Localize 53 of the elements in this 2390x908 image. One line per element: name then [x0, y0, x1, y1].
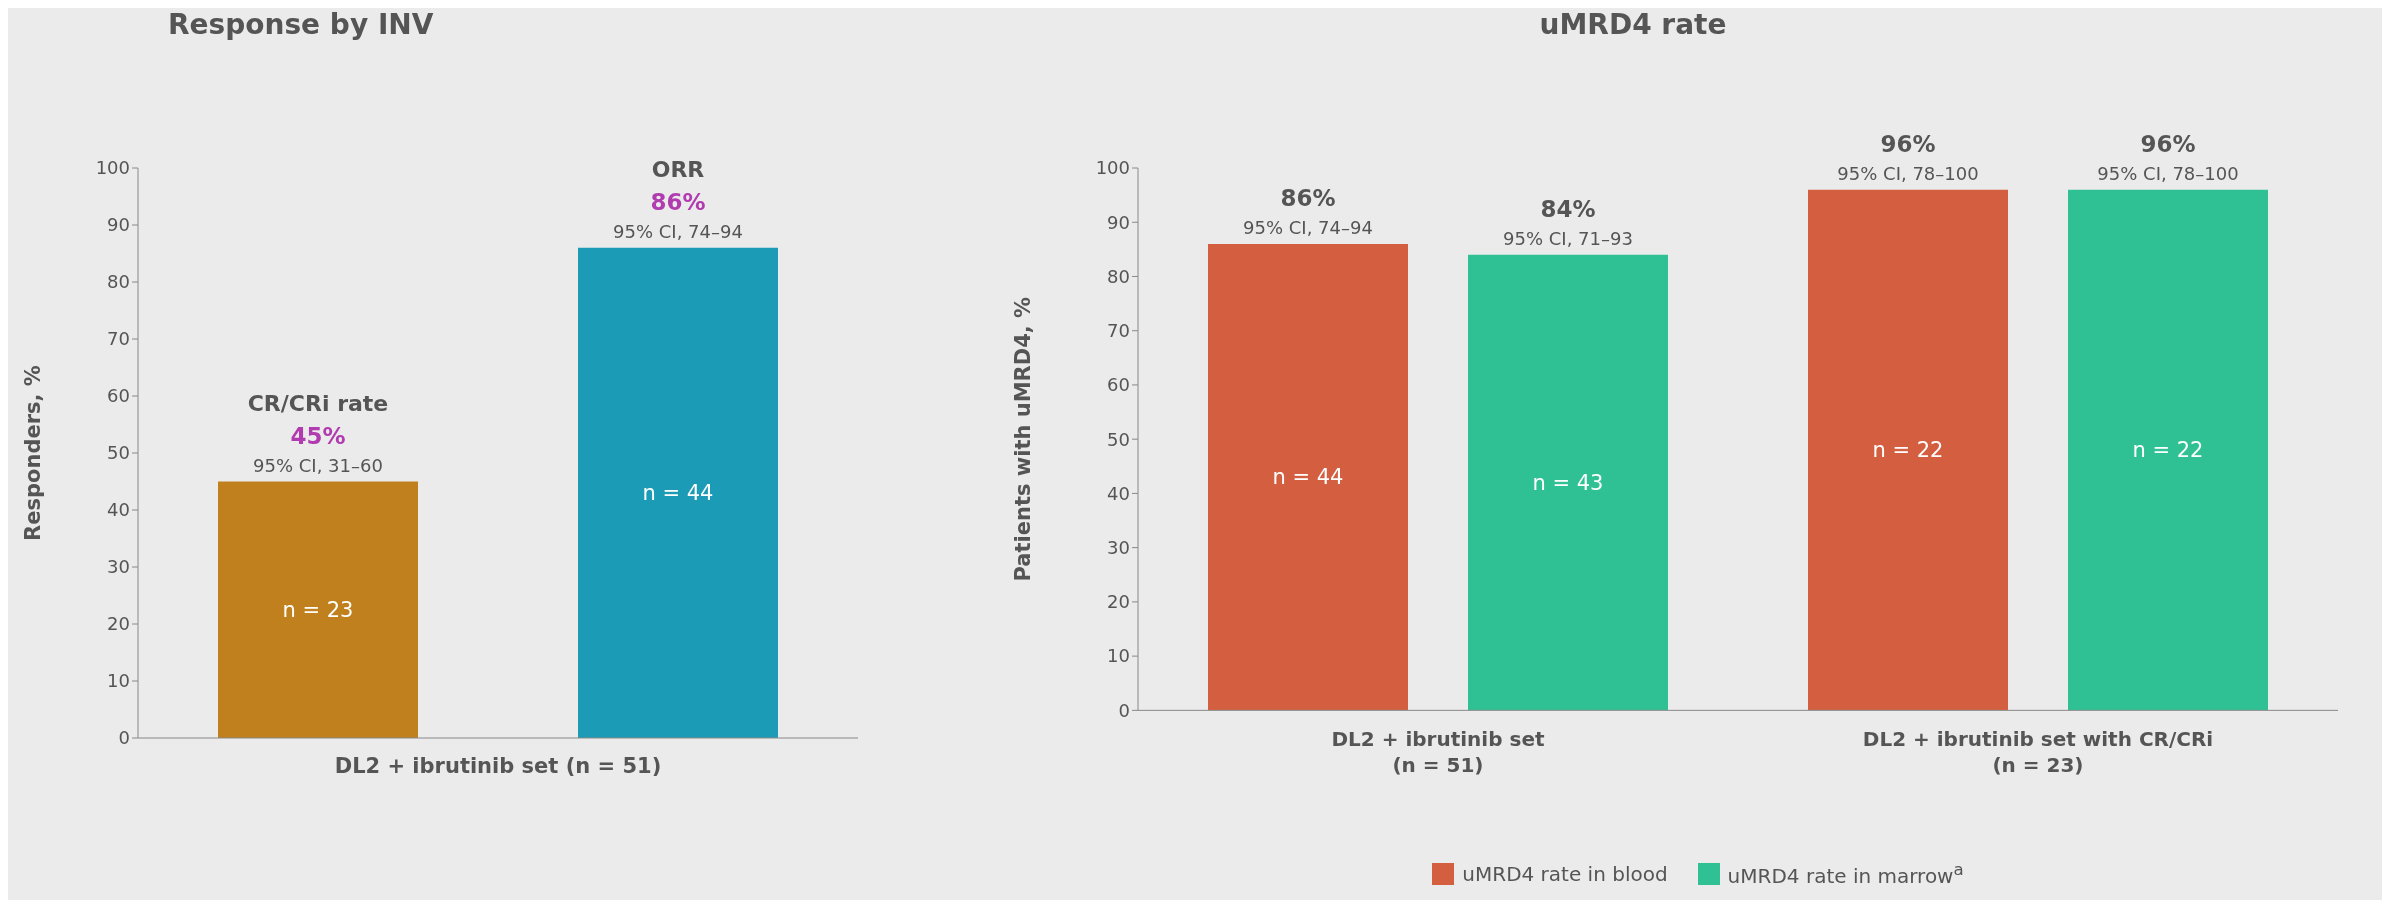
data-label: 96%	[1880, 130, 1936, 157]
legend-label: uMRD4 rate in blood	[1462, 862, 1668, 887]
y-tick-label: 70	[107, 328, 130, 350]
data-label: 86%	[650, 188, 706, 215]
y-tick-label: 10	[107, 670, 130, 692]
y-tick-label: 50	[1107, 428, 1130, 450]
annotation: n = 44	[1272, 465, 1344, 490]
y-tick-label: 60	[107, 385, 130, 407]
annotation: 95% CI, 78–100	[1837, 162, 1979, 184]
y-tick-label: 80	[1107, 265, 1130, 287]
y-tick-label: 50	[107, 442, 130, 464]
y-tick-label: 80	[107, 271, 130, 293]
y-tick-label: 40	[107, 499, 130, 521]
y-tick-label: 10	[1107, 645, 1130, 667]
y-tick-label: 20	[1107, 591, 1130, 613]
y-tick-label: 70	[1107, 320, 1130, 342]
y-tick-label: 0	[1118, 699, 1130, 721]
chart-title: Response by INV	[167, 8, 435, 43]
y-tick-label: 90	[1107, 211, 1130, 233]
y-axis-title: Responders, %	[21, 365, 46, 541]
y-tick-label: 30	[1107, 537, 1130, 559]
x-tick-label: CR/CRi rate	[247, 390, 389, 416]
y-tick-label: 0	[118, 727, 130, 749]
y-tick-label: 60	[1107, 374, 1130, 396]
bar	[2068, 189, 2268, 711]
y-tick-label: 100	[95, 157, 130, 179]
x-tick-label: DL2 + ibrutinib set with CR/CRi (n = 23)	[1862, 727, 2214, 778]
annotation: n = 23	[282, 597, 354, 622]
annotation: 95% CI, 71–93	[1503, 227, 1633, 249]
annotation: n = 22	[1872, 438, 1944, 463]
annotation: 95% CI, 78–100	[2097, 162, 2239, 184]
annotation: n = 44	[642, 480, 714, 505]
y-tick-label: 20	[107, 613, 130, 635]
bar	[1808, 189, 2008, 711]
annotation: 95% CI, 74–94	[1243, 216, 1373, 238]
y-tick-label: 90	[107, 214, 130, 236]
data-label: 96%	[2140, 130, 2196, 157]
chart-title: uMRD4 rate	[1538, 8, 1728, 43]
y-tick-label: 100	[1095, 157, 1130, 179]
legend-label: uMRD4 rate in marrow$^{a}$	[1727, 860, 1964, 888]
y-tick-label: 40	[1107, 482, 1130, 504]
annotation: 95% CI, 31–60	[253, 454, 383, 476]
data-label: 45%	[290, 422, 346, 449]
annotation: n = 22	[2132, 438, 2204, 463]
annotation: 95% CI, 74–94	[613, 220, 743, 242]
data-label: 86%	[1280, 184, 1336, 211]
annotation: n = 43	[1532, 470, 1604, 495]
y-tick-label: 30	[107, 556, 130, 578]
bar	[1468, 254, 1668, 711]
x-tick-label: ORR	[651, 156, 705, 182]
y-axis-title: Patients with uMRD4, %	[1011, 296, 1036, 582]
bar	[1208, 243, 1408, 711]
data-label: 84%	[1540, 195, 1596, 222]
